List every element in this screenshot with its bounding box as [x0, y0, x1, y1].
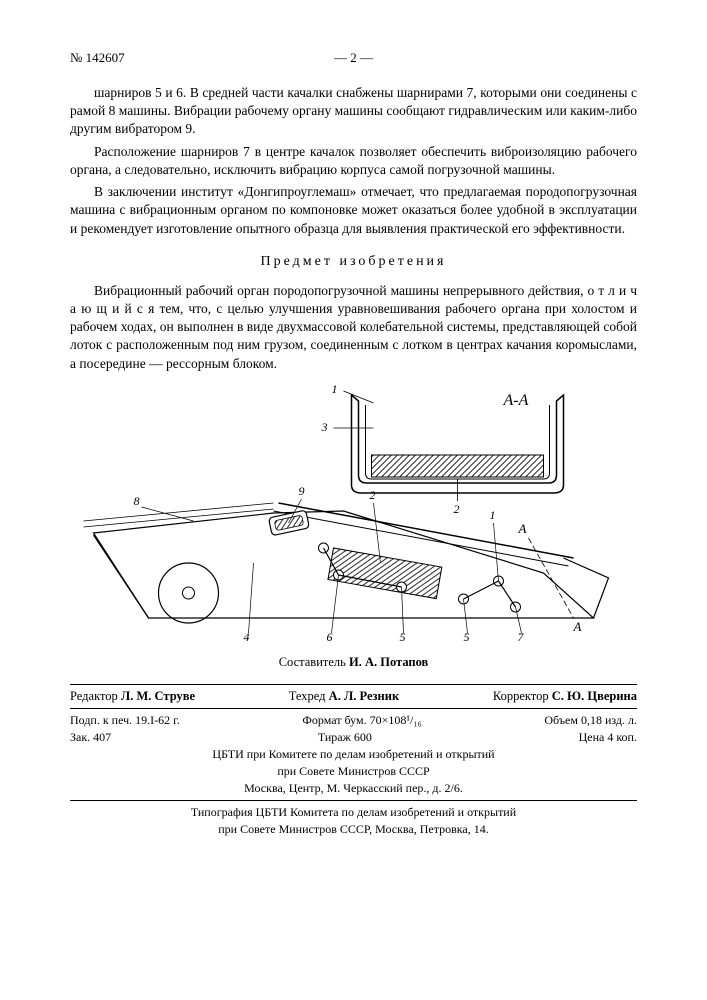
imprint-row-2: Зак. 407 Тираж 600 Цена 4 коп. [70, 730, 637, 745]
figure: А-А 1 3 2 [70, 383, 637, 643]
tech-label: Техред [289, 689, 326, 703]
svg-text:3: 3 [321, 420, 328, 434]
tech-name: А. Л. Резник [329, 689, 400, 703]
compiler-line: Составитель И. А. Потапов [70, 655, 637, 670]
svg-text:4: 4 [244, 630, 250, 643]
svg-text:1: 1 [332, 383, 338, 396]
para-2: Расположение шарниров 7 в центре качалок… [70, 143, 637, 179]
imprint-format: Формат бум. 70×108¹/₁₆ [302, 713, 421, 728]
svg-text:8: 8 [134, 494, 140, 508]
svg-text:5: 5 [400, 630, 406, 643]
svg-text:5: 5 [464, 630, 470, 643]
imprint-org-1: ЦБТИ при Комитете по делам изобретений и… [70, 747, 637, 762]
side-view: А А 4 6 5 7 5 2 1 8 9 [84, 484, 609, 643]
footer-line-2: при Совете Министров СССР, Москва, Петро… [70, 822, 637, 837]
imprint-volume: Объем 0,18 изд. л. [544, 713, 637, 728]
imprint-print-run: Тираж 600 [318, 730, 372, 745]
svg-text:1: 1 [490, 508, 496, 522]
svg-text:А-А: А-А [503, 392, 529, 409]
tech-editor: Техред А. Л. Резник [289, 689, 399, 704]
editor-name: Л. М. Струве [121, 689, 195, 703]
svg-text:2: 2 [454, 502, 460, 516]
figure-svg: А-А 1 3 2 [70, 383, 637, 643]
para-3: В заключении институт «Донгипроуглемаш» … [70, 183, 637, 238]
compiler-label: Составитель [279, 655, 346, 669]
imprint-row-1: Подп. к печ. 19.I-62 г. Формат бум. 70×1… [70, 713, 637, 728]
para-4: Вибрационный рабочий орган породопогрузо… [70, 282, 637, 373]
page: № 142607 — 2 — placeholder шарниров 5 и … [0, 0, 707, 1000]
imprint-org-2: при Совете Министров СССР [70, 764, 637, 779]
para-1: шарниров 5 и 6. В средней части качалки … [70, 84, 637, 139]
credits-row: Редактор Л. М. Струве Техред А. Л. Резни… [70, 689, 637, 704]
imprint-price: Цена 4 коп. [579, 730, 637, 745]
header-row: № 142607 — 2 — placeholder [70, 50, 637, 66]
corrector: Корректор С. Ю. Цверина [493, 689, 637, 704]
corrector-name: С. Ю. Цверина [552, 689, 637, 703]
corrector-label: Корректор [493, 689, 549, 703]
divider-3 [70, 800, 637, 801]
divider-2 [70, 708, 637, 709]
page-number: — 2 — [0, 50, 707, 66]
svg-text:А: А [518, 521, 527, 536]
svg-text:6: 6 [327, 630, 333, 643]
imprint-address: Москва, Центр, М. Черкасский пер., д. 2/… [70, 781, 637, 796]
section-aa: А-А 1 3 2 [321, 383, 564, 516]
svg-text:2: 2 [370, 488, 376, 502]
svg-text:А: А [573, 619, 582, 634]
editor: Редактор Л. М. Струве [70, 689, 195, 704]
section-title: Предмет изобретения [70, 254, 637, 270]
footer-line-1: Типография ЦБТИ Комитета по делам изобре… [70, 805, 637, 820]
svg-text:9: 9 [299, 484, 305, 498]
divider-1 [70, 684, 637, 685]
svg-text:7: 7 [518, 630, 525, 643]
editor-label: Редактор [70, 689, 118, 703]
imprint-date: Подп. к печ. 19.I-62 г. [70, 713, 180, 728]
compiler-name: И. А. Потапов [349, 655, 428, 669]
imprint-order: Зак. 407 [70, 730, 111, 745]
